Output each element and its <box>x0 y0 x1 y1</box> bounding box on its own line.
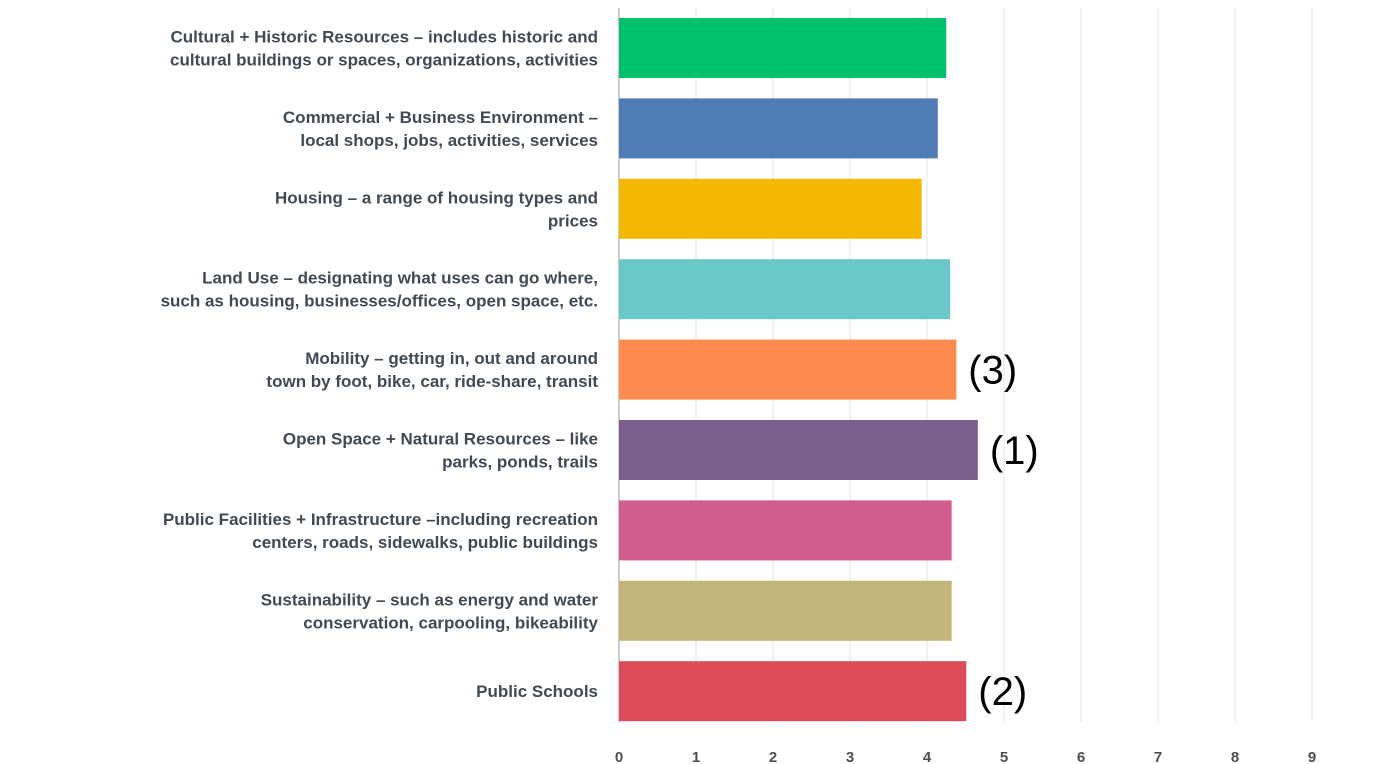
bar <box>619 18 947 78</box>
x-tick-label: 9 <box>1308 749 1316 764</box>
x-tick-label: 2 <box>769 749 777 764</box>
category-label: Mobility – getting in, out and around tow… <box>266 349 598 391</box>
category-label: Housing – a range of housing types and pr… <box>275 188 598 230</box>
category-label: Commercial + Business Environment – local… <box>283 108 598 150</box>
bar <box>619 178 922 239</box>
x-tick-label: 0 <box>615 749 623 764</box>
x-tick-label: 8 <box>1231 749 1239 764</box>
annotation: (2) <box>978 670 1027 714</box>
category-label: Cultural + Historic Resources – includes… <box>170 28 598 70</box>
category-label: Public Schools <box>476 682 598 701</box>
category-label: Sustainability – such as energy and wate… <box>261 590 599 632</box>
bar <box>619 259 951 320</box>
x-tick-label: 4 <box>923 749 932 764</box>
bar <box>619 339 957 400</box>
category-label: Public Facilities + Infrastructure –incl… <box>163 510 598 552</box>
bar <box>619 500 952 561</box>
x-tick-label: 3 <box>846 749 854 764</box>
bar <box>619 661 967 722</box>
category-label: Land Use – designating what uses can go … <box>161 269 598 311</box>
annotation: (3) <box>968 349 1017 393</box>
bar <box>619 98 938 159</box>
x-tick-label: 1 <box>692 749 700 764</box>
x-tick-label: 5 <box>1000 749 1008 764</box>
x-tick-label: 7 <box>1154 749 1162 764</box>
annotation: (1) <box>990 429 1039 473</box>
category-label: Open Space + Natural Resources – like par… <box>283 430 598 472</box>
bar <box>619 580 952 641</box>
x-tick-label: 6 <box>1077 749 1085 764</box>
bar <box>619 420 978 480</box>
